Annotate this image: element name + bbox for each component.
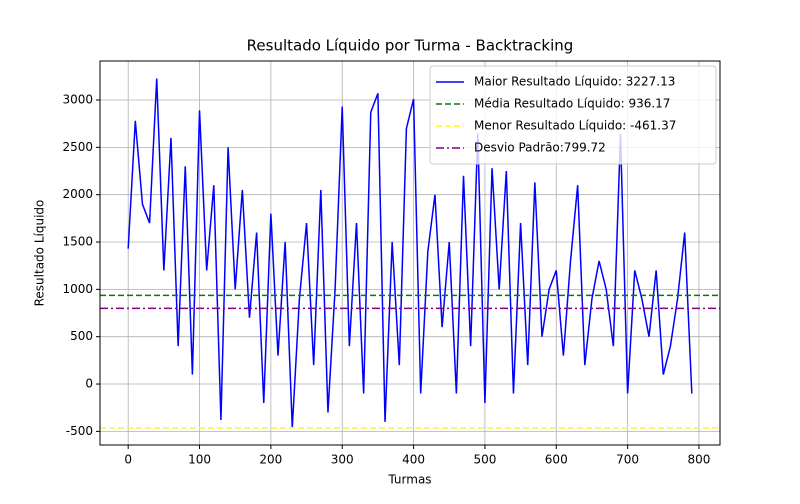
legend-label: Menor Resultado Líquido: -461.37 <box>474 119 676 133</box>
legend-label: Maior Resultado Líquido: 3227.13 <box>474 75 675 89</box>
x-tick-label: 700 <box>616 453 639 467</box>
x-tick-label: 100 <box>188 453 211 467</box>
x-tick-label: 200 <box>259 453 282 467</box>
y-tick-label: 2500 <box>62 140 93 154</box>
y-tick-label: 1000 <box>62 282 93 296</box>
x-tick-label: 300 <box>331 453 354 467</box>
legend-box <box>429 65 717 165</box>
y-tick-label: 0 <box>85 377 93 391</box>
y-tick-label: 1500 <box>62 235 93 249</box>
legend-label: Média Resultado Líquido: 936.17 <box>474 97 670 111</box>
x-tick-label: 800 <box>687 453 710 467</box>
x-tick-label: 400 <box>402 453 425 467</box>
y-tick-label: 500 <box>70 329 93 343</box>
y-tick-label: 2000 <box>62 187 93 201</box>
chart-title: Resultado Líquido por Turma - Backtracki… <box>247 37 574 55</box>
legend-label: Desvio Padrão:799.72 <box>474 141 606 155</box>
y-tick-label: 3000 <box>62 93 93 107</box>
x-tick-label: 500 <box>473 453 496 467</box>
x-tick-label: 600 <box>545 453 568 467</box>
x-axis-label: Turmas <box>387 473 431 487</box>
plot-frame <box>99 60 721 446</box>
y-axis-label: Resultado Líquido <box>33 200 47 307</box>
x-tick-label: 0 <box>124 453 132 467</box>
y-tick-label: -500 <box>66 424 93 438</box>
data-line <box>127 78 693 428</box>
